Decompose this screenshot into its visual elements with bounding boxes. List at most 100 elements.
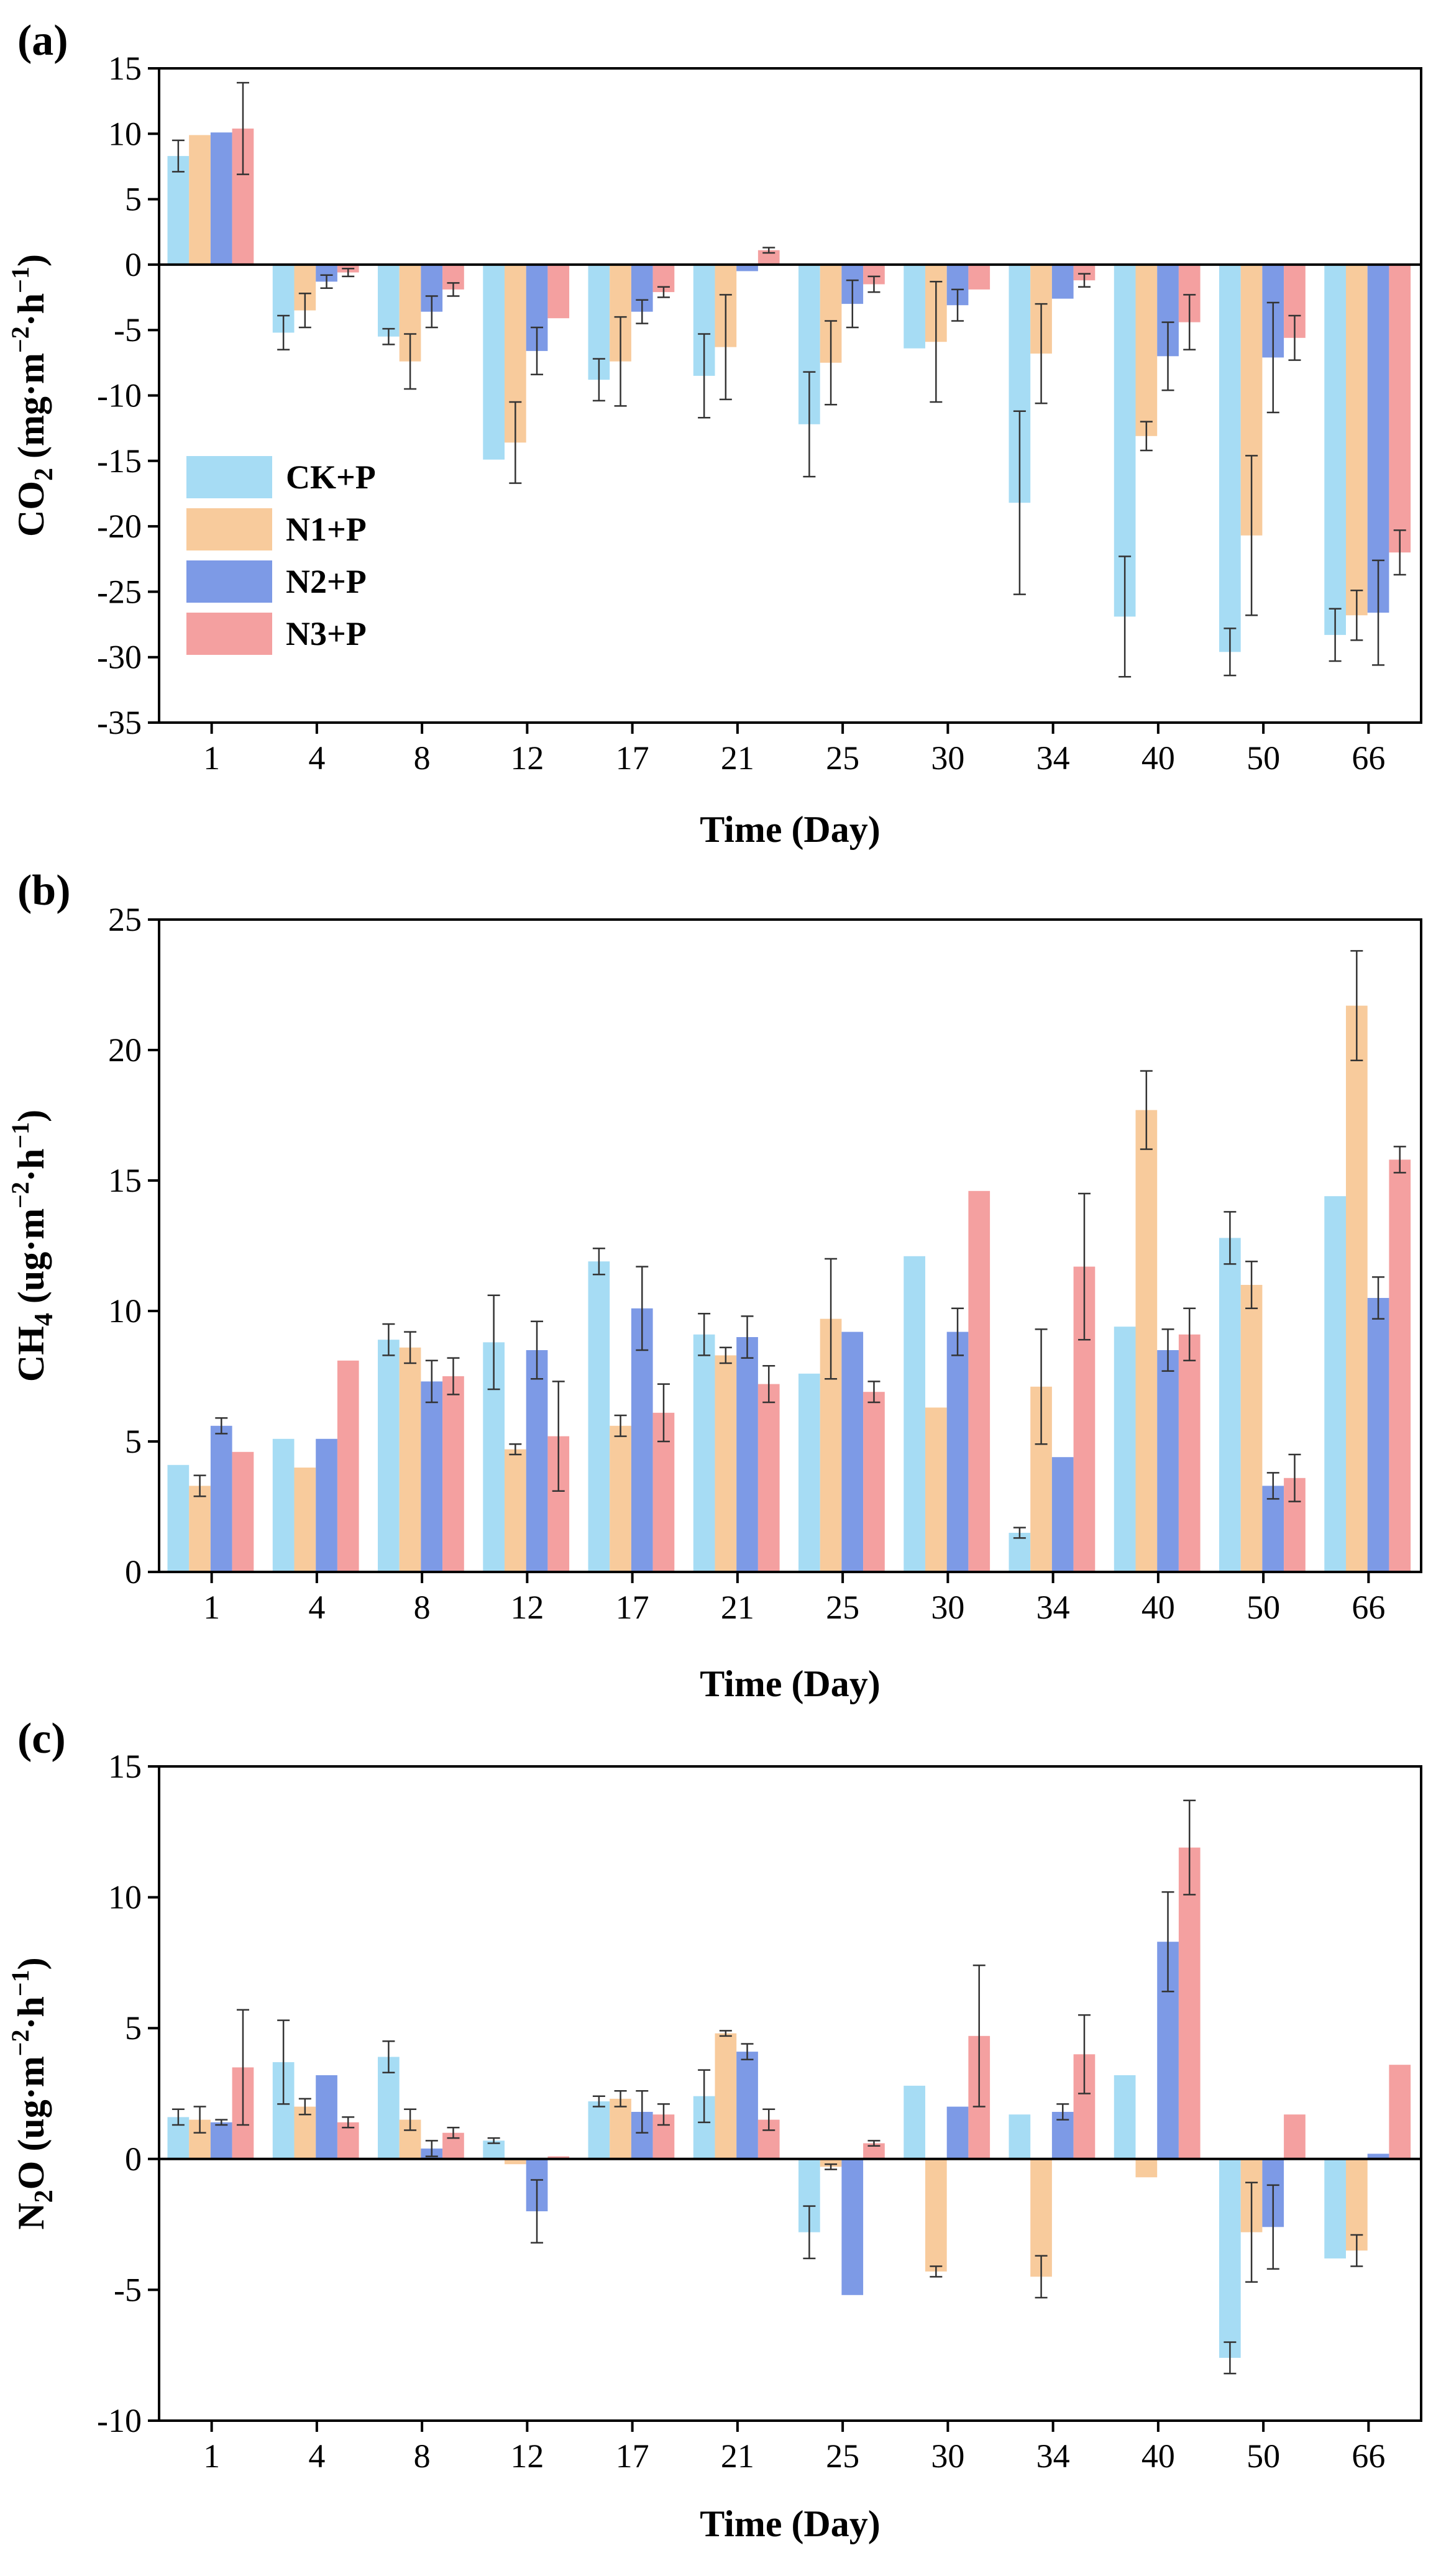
bar-ck-p-day-8: [378, 265, 400, 337]
x-tick-label: 1: [203, 739, 220, 777]
y-tick-label: -10: [97, 377, 142, 414]
bar-n2-p-day-34: [1052, 1457, 1074, 1572]
bar-ck-p-day-50: [1219, 2159, 1241, 2358]
bar-n1-p-day-66: [1346, 1006, 1368, 1572]
bar-n3-p-day-50: [1284, 2114, 1306, 2159]
y-tick-label: -15: [97, 442, 142, 480]
bar-ck-p-day-40: [1114, 2075, 1136, 2159]
legend-swatch-ck-p: [186, 456, 272, 498]
y-axis-title-part: −1: [6, 1122, 34, 1149]
y-tick-label: 0: [125, 246, 142, 283]
y-axis-title-part: −2: [6, 2030, 34, 2057]
x-tick-label: 21: [721, 2437, 754, 2475]
y-tick-label: 10: [108, 1879, 142, 1916]
panel-label: (a): [17, 17, 68, 65]
y-tick-label: -35: [97, 704, 142, 741]
bar-n2-p-day-8: [421, 1381, 442, 1572]
x-tick-label: 1: [203, 2437, 220, 2475]
legend-swatch-n2-p: [186, 560, 272, 603]
bar-ck-p-day-17: [588, 2101, 610, 2159]
x-tick-label: 12: [510, 739, 544, 777]
bar-ck-p-day-34: [1009, 2114, 1031, 2159]
y-tick-label: -5: [114, 311, 142, 349]
y-axis-title-part: ): [11, 254, 52, 267]
x-tick-label: 30: [931, 2437, 964, 2475]
x-tick-label: 50: [1247, 2437, 1280, 2475]
bar-ck-p-day-66: [1324, 1196, 1346, 1572]
y-tick-label: 5: [125, 1423, 142, 1460]
x-tick-label: 8: [414, 1589, 431, 1626]
bar-n3-p-day-30: [968, 265, 990, 290]
x-tick-label: 30: [931, 739, 964, 777]
x-tick-label: 40: [1141, 739, 1175, 777]
y-tick-label: 20: [108, 1031, 142, 1069]
y-tick-label: 0: [125, 1553, 142, 1591]
y-axis-title-part: −1: [6, 1970, 34, 1996]
bar-n2-p-day-12: [526, 1350, 548, 1572]
bar-n2-p-day-30: [947, 1332, 969, 1572]
bar-n3-p-day-66: [1389, 1159, 1411, 1572]
y-axis-title-part: ): [11, 1110, 52, 1122]
bar-n3-p-day-40: [1179, 1335, 1201, 1572]
bar-ck-p-day-30: [903, 2086, 925, 2159]
y-tick-label: 5: [125, 181, 142, 218]
panel-label: (b): [17, 867, 71, 915]
bar-n1-p-day-17: [610, 1426, 631, 1572]
legend-label: N2+P: [286, 563, 367, 600]
y-tick-label: -10: [97, 2402, 142, 2439]
bar-n1-p-day-1: [189, 135, 211, 265]
y-axis-title-part: ): [11, 1957, 52, 1970]
y-axis-title-part: O (ug·m: [11, 2056, 52, 2190]
y-axis-title-part: (mg·m: [11, 353, 52, 468]
bar-n3-p-day-8: [442, 1376, 464, 1572]
y-tick-label: -25: [97, 573, 142, 610]
x-tick-label: 30: [931, 1589, 964, 1626]
y-tick-label: 0: [125, 2140, 142, 2178]
y-tick-label: -20: [97, 508, 142, 545]
bar-n3-p-day-21: [758, 1384, 780, 1572]
x-tick-label: 66: [1352, 2437, 1385, 2475]
bar-ck-p-day-66: [1324, 265, 1346, 635]
bar-n1-p-day-12: [505, 1450, 526, 1572]
x-tick-label: 4: [308, 2437, 325, 2475]
chart-panel-b: (b)05101520251 4 8 12 17 21 25 30 34 40 50 66Time (…: [6, 867, 1421, 1704]
x-tick-label: 4: [308, 1589, 325, 1626]
x-tick-label: 25: [826, 739, 859, 777]
bar-n2-p-day-21: [736, 1337, 758, 1572]
panel-label: (c): [17, 1715, 66, 1763]
bar-n1-p-day-40: [1136, 265, 1158, 436]
y-axis-title-part: CH: [11, 1326, 52, 1382]
bar-n2-p-day-25: [841, 2159, 863, 2295]
y-axis-title: CH4 (ug·m−2·h−1): [6, 1110, 58, 1382]
x-tick-label: 40: [1141, 2437, 1175, 2475]
x-tick-label: 34: [1036, 1589, 1070, 1626]
bar-ck-p-day-8: [378, 1340, 400, 1572]
y-axis-title-part: ·h: [11, 1996, 52, 2029]
bar-n1-p-day-21: [715, 2034, 737, 2159]
bar-n1-p-day-1: [189, 1486, 211, 1572]
x-tick-label: 8: [414, 2437, 431, 2475]
bar-n3-p-day-66: [1389, 265, 1411, 552]
bar-n2-p-day-4: [316, 2075, 337, 2159]
bar-ck-p-day-1: [168, 1465, 190, 1572]
x-axis-title: Time (Day): [700, 809, 881, 850]
x-tick-label: 66: [1352, 1589, 1385, 1626]
y-axis-title-part: ·h: [11, 293, 52, 326]
x-tick-label: 17: [616, 739, 649, 777]
y-axis-title-part: −2: [6, 326, 34, 353]
x-tick-label: 50: [1247, 739, 1280, 777]
y-tick-label: 10: [108, 1292, 142, 1330]
y-axis-title: N2O (ug·m−2·h−1): [6, 1957, 58, 2229]
y-tick-label: -30: [97, 639, 142, 676]
y-tick-label: 15: [108, 1162, 142, 1199]
x-tick-label: 17: [616, 1589, 649, 1626]
x-tick-label: 8: [414, 739, 431, 777]
bar-n1-p-day-17: [610, 2099, 631, 2159]
x-tick-label: 1: [203, 1589, 220, 1626]
bar-n1-p-day-30: [925, 1407, 947, 1572]
y-tick-label: 5: [125, 2009, 142, 2047]
chart-panel-c: (c)-10-50510151 4 8 12 17 21 25 30 34 40 50 66Time …: [6, 1715, 1421, 2544]
bar-n2-p-day-21: [736, 2052, 758, 2159]
bar-n3-p-day-66: [1389, 2065, 1411, 2159]
bar-n3-p-day-1: [232, 1452, 254, 1572]
